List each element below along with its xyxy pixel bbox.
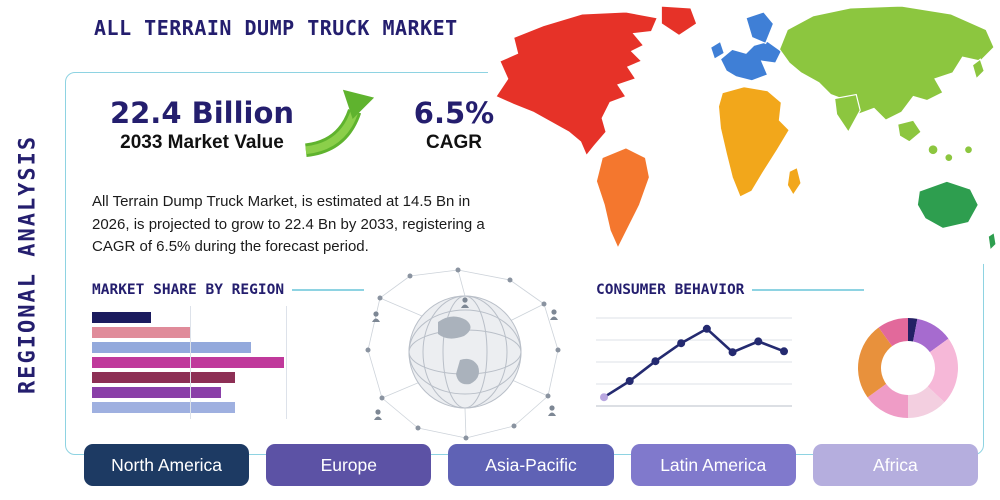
world-map-graphic (488, 2, 1000, 264)
cagr-number: 6.5% (413, 96, 495, 130)
bar-segment (92, 357, 285, 368)
region-button-latin-america[interactable]: Latin America (630, 444, 796, 486)
heading-rule (752, 289, 864, 291)
donut-slice (927, 338, 958, 403)
donut-chart-svg (858, 318, 958, 418)
side-label-regional-analysis: REGIONAL ANALYSIS (15, 134, 41, 394)
cagr-caption: CAGR (426, 132, 482, 153)
cagr-stat: 6.5% CAGR (404, 96, 504, 154)
globe-network-graphic (365, 267, 561, 441)
donut-slice (908, 386, 945, 418)
bar-segment (92, 312, 151, 323)
bar-segment (92, 387, 222, 398)
market-share-section: MARKET SHARE BY REGION (92, 282, 364, 419)
bar-chart (92, 306, 288, 419)
page-title: ALL TERRAIN DUMP TRUCK MARKET (94, 16, 458, 40)
market-share-heading: MARKET SHARE BY REGION (92, 282, 285, 298)
region-button-africa[interactable]: Africa (812, 444, 979, 486)
bar-segment (92, 342, 251, 353)
region-button-asia-pacific[interactable]: Asia-Pacific (448, 444, 614, 486)
donut-slice (878, 318, 908, 347)
donut-slice (867, 383, 908, 418)
region-button-north-america[interactable]: North America (84, 444, 250, 486)
bar-segment (92, 327, 190, 338)
region-buttons: North America Europe Asia-Pacific Latin Ame… (84, 444, 979, 486)
bar-segment (92, 372, 236, 383)
market-summary-text: All Terrain Dump Truck Market, is estima… (92, 193, 485, 255)
market-value-stat: 22.4 Billion 2033 Market Value (92, 96, 312, 154)
heading-rule (292, 289, 364, 291)
bar-gridline (286, 306, 288, 419)
donut-slice (913, 318, 949, 353)
person-icon (372, 297, 558, 420)
market-value-number: 22.4 Billion (109, 96, 295, 130)
consumer-behavior-section: CONSUMER BEHAVIOR (596, 282, 864, 419)
donut-slice (858, 327, 893, 398)
line-chart-svg (596, 317, 792, 407)
donut-slice (908, 318, 918, 342)
bar-segment (92, 402, 236, 413)
bar-gridline (190, 306, 191, 419)
growth-arrow-icon (304, 89, 375, 158)
consumer-behavior-heading: CONSUMER BEHAVIOR (596, 282, 745, 298)
market-value-caption: 2033 Market Value (120, 132, 284, 153)
region-button-europe[interactable]: Europe (266, 444, 432, 486)
